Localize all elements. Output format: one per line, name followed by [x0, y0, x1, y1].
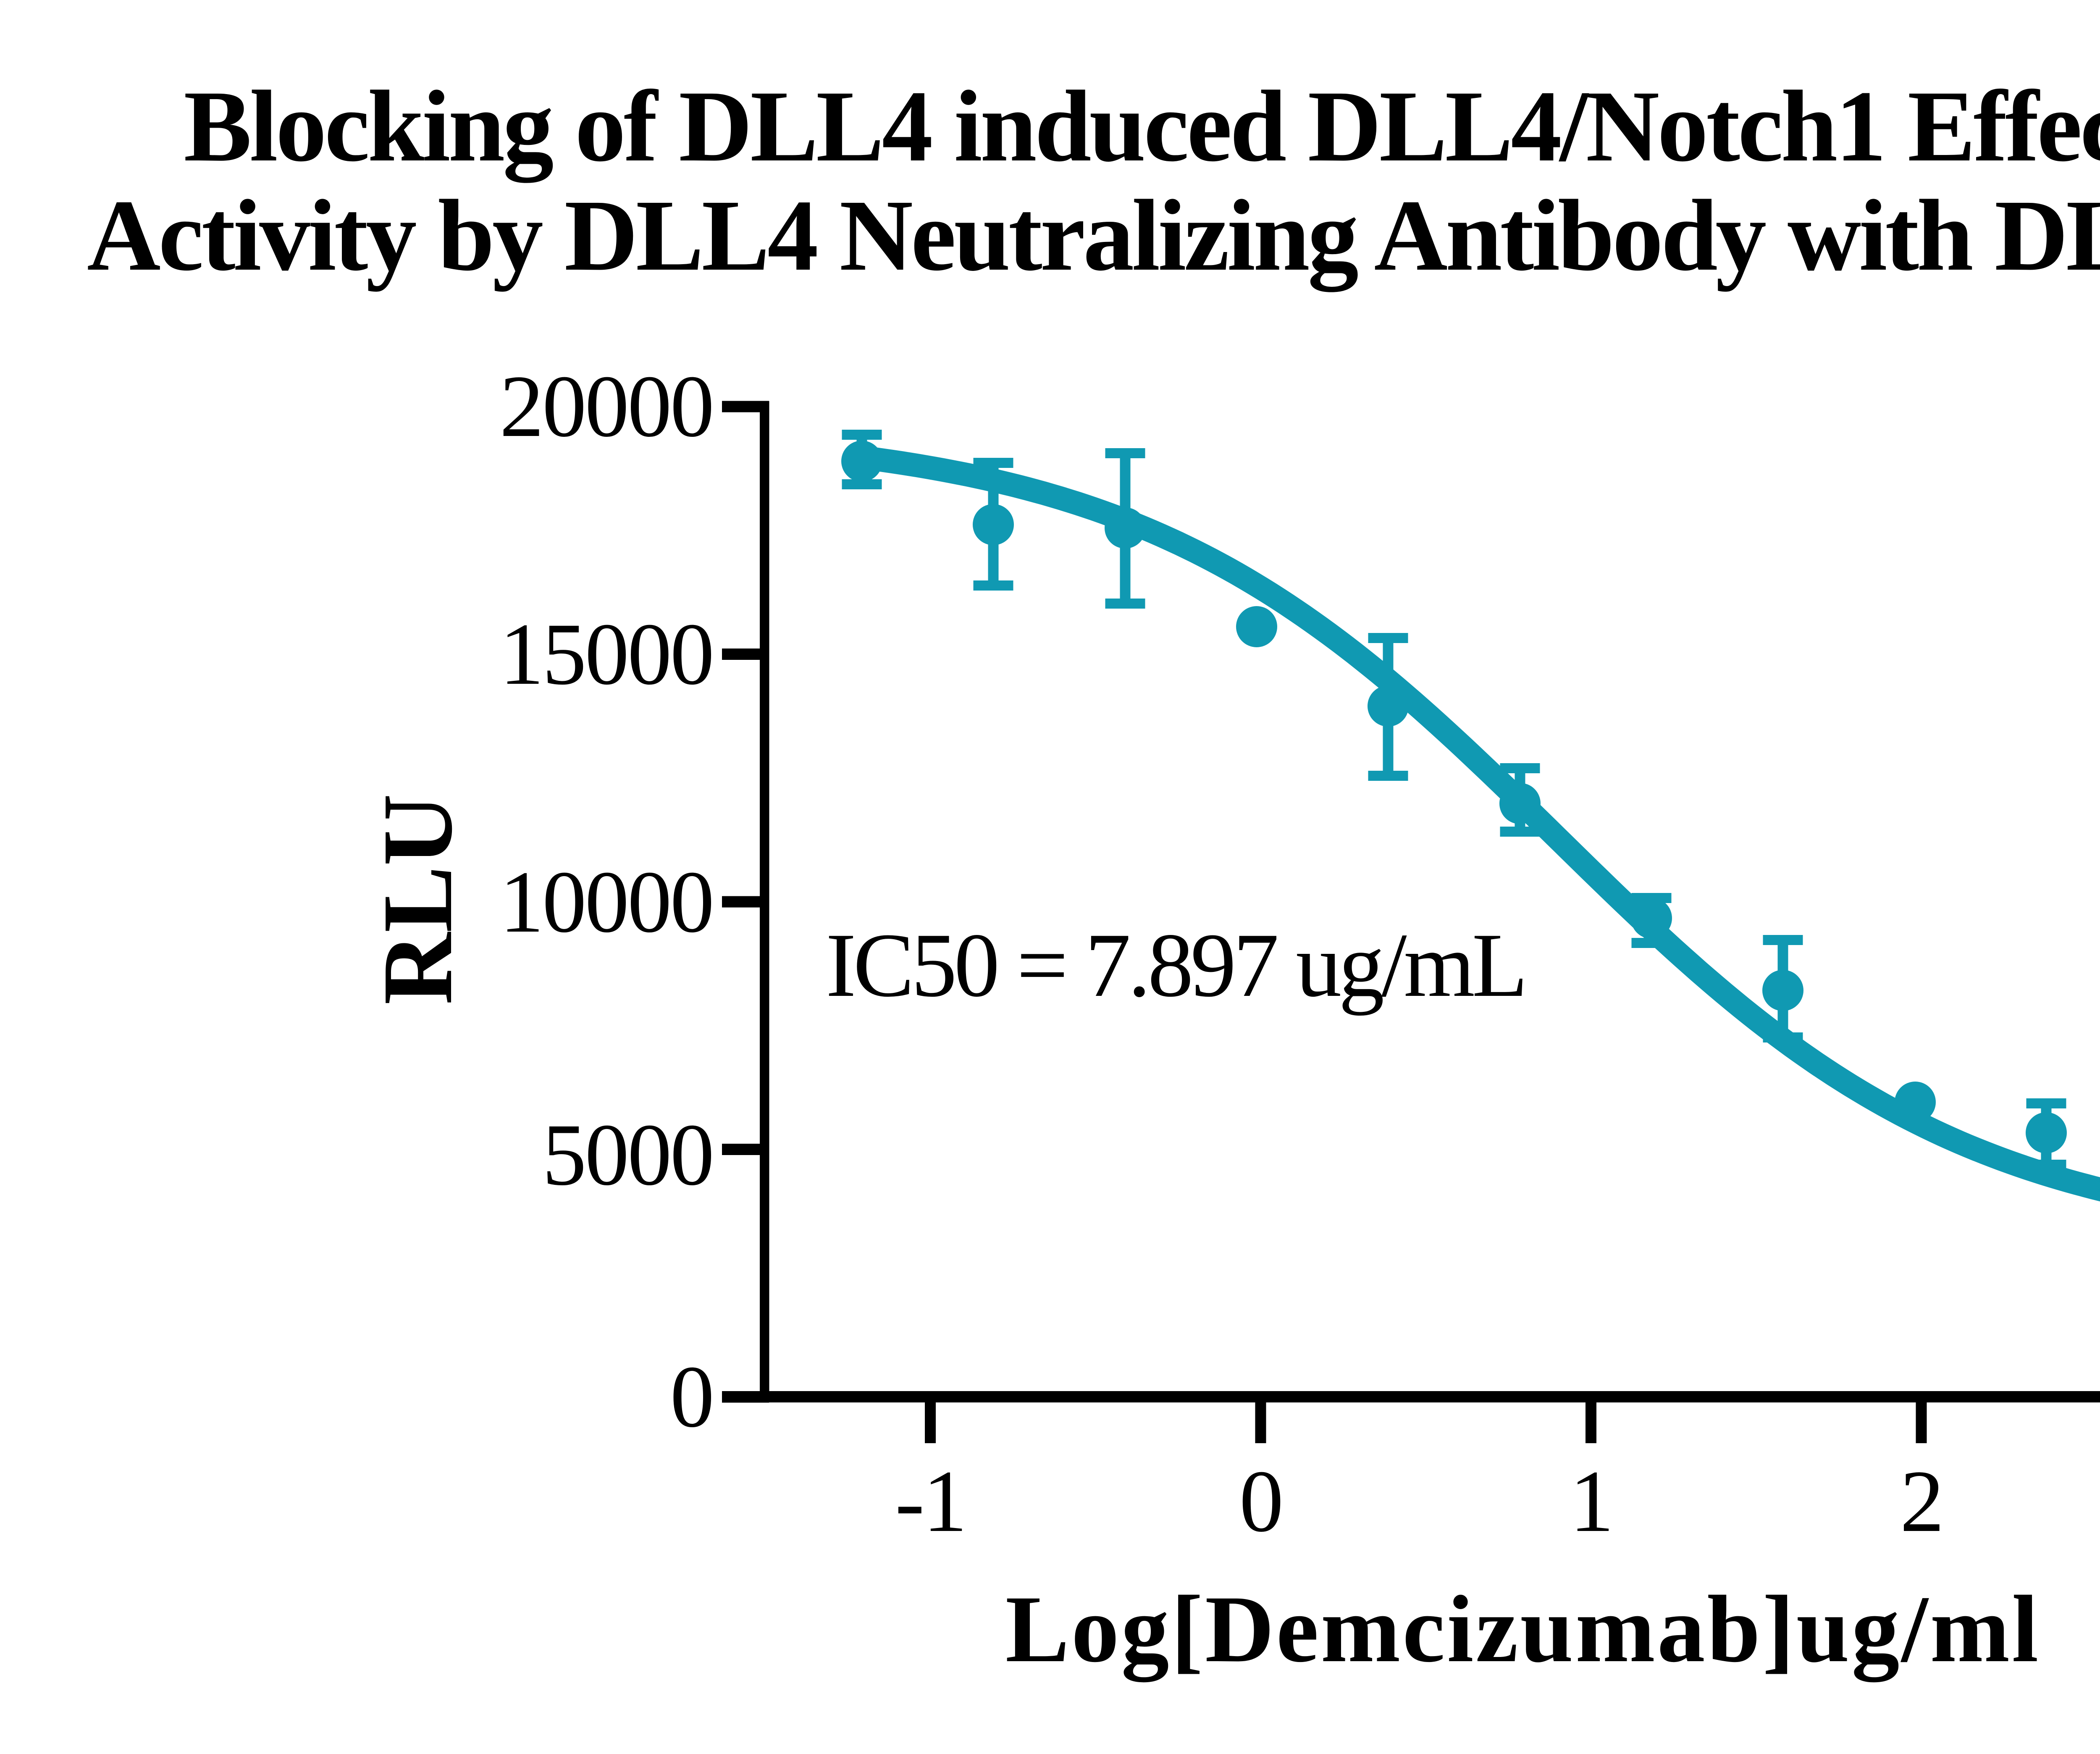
svg-text:20000: 20000 [500, 357, 713, 455]
svg-text:Activity by DLL4 Neutralizing: Activity by DLL4 Neutralizing Antibody w… [87, 179, 2100, 292]
svg-text:10000: 10000 [500, 853, 713, 951]
svg-text:-1: -1 [895, 1452, 966, 1550]
svg-text:5000: 5000 [542, 1105, 713, 1204]
svg-text:15000: 15000 [500, 605, 713, 703]
svg-text:2: 2 [1900, 1452, 1943, 1550]
svg-text:IC50 = 7.897 ug/mL: IC50 = 7.897 ug/mL [826, 915, 1525, 1016]
svg-text:RLU: RLU [362, 794, 473, 1005]
svg-text:Log[Demcizumab]ug/ml: Log[Demcizumab]ug/ml [1005, 1576, 2040, 1683]
svg-text:0: 0 [1239, 1452, 1282, 1550]
svg-text:1: 1 [1570, 1452, 1612, 1550]
svg-text:Blocking of DLL4 induced DLL4/: Blocking of DLL4 induced DLL4/Notch1 Eff… [184, 69, 2100, 183]
svg-text:0: 0 [670, 1347, 713, 1446]
